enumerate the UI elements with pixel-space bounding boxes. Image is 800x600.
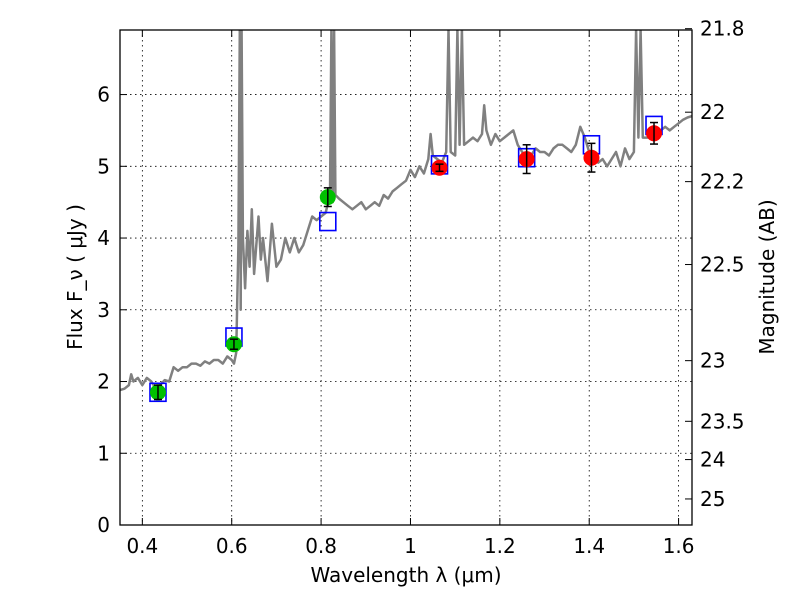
x-tick-label: 1 — [404, 534, 417, 558]
x-tick-label: 1.4 — [573, 534, 605, 558]
right-tick-label: 22.2 — [700, 170, 745, 194]
right-tick-label: 23.5 — [700, 409, 745, 433]
axis-ticks: 0.4 0.6 0.8 1 1.2 1.4 1.6012345621.82222.222.5… — [97, 17, 744, 558]
x-tick-label: 0.8 — [305, 534, 337, 558]
y-axis-label: Flux F_ν ( μJy ) — [63, 204, 87, 350]
grid — [120, 30, 692, 525]
x-tick-label: 1.2 — [484, 534, 516, 558]
right-tick-label: 21.8 — [700, 17, 745, 41]
y-tick-label: 5 — [97, 154, 110, 178]
spectrum — [120, 30, 692, 392]
plot-frame — [119, 29, 693, 526]
right-tick-label: 24 — [700, 448, 725, 472]
x-axis-label: Wavelength λ (μm) — [310, 563, 501, 587]
y-tick-label: 4 — [97, 226, 110, 250]
right-axis-label: Magnitude (AB) — [755, 199, 779, 354]
model-box — [318, 211, 337, 232]
x-tick-label: 0.6 — [216, 534, 248, 558]
x-tick-label: 1.6 — [663, 534, 695, 558]
right-tick-label: 25 — [700, 487, 725, 511]
y-tick-label: 6 — [97, 83, 110, 107]
y-tick-label: 2 — [97, 370, 110, 394]
right-tick-label: 22 — [700, 100, 725, 124]
y-tick-label: 3 — [97, 298, 110, 322]
y-tick-label: 0 — [97, 513, 110, 537]
right-tick-label: 22.5 — [700, 253, 745, 277]
right-tick-label: 23 — [700, 349, 725, 373]
y-tick-label: 1 — [97, 441, 110, 465]
x-tick-label: 0.4 — [126, 534, 158, 558]
spectrum-line — [120, 30, 692, 392]
observed-points — [149, 121, 663, 401]
